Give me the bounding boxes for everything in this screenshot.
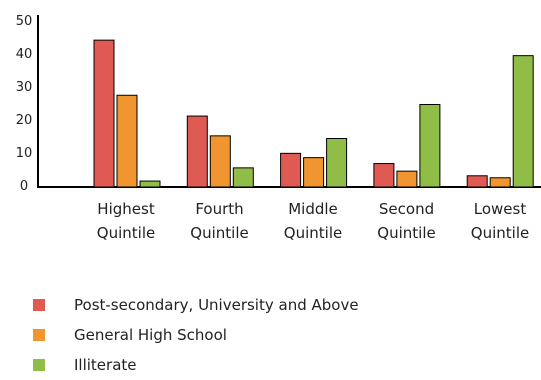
x-category-label: Quintile: [471, 224, 529, 242]
legend-label: Illiterate: [74, 356, 137, 374]
legend-swatch: [33, 359, 45, 371]
y-tick-label: 50: [16, 14, 33, 29]
bar: [93, 39, 115, 188]
x-category-label: Quintile: [377, 224, 435, 242]
bar: [419, 104, 441, 188]
y-tick-label: 0: [20, 179, 28, 194]
legend-swatch: [33, 299, 45, 311]
bar: [209, 135, 231, 188]
x-category-label: Quintile: [97, 224, 155, 242]
bar: [396, 170, 418, 188]
x-category-label: Quintile: [190, 224, 248, 242]
y-tick-label: 40: [16, 47, 33, 62]
legend-label: General High School: [74, 326, 227, 344]
bar: [186, 115, 208, 188]
bar: [489, 177, 511, 188]
bar: [466, 175, 488, 188]
bar: [232, 167, 254, 188]
y-tick-label: 10: [16, 146, 33, 161]
bar: [139, 180, 161, 188]
bar: [373, 163, 395, 188]
y-tick-label: 20: [16, 113, 33, 128]
legend: Post-secondary, University and Above Gene…: [33, 290, 359, 380]
bar-chart: 0 10 20 30 40 50 Highest Quintile Fourth Quintil…: [16, 14, 541, 242]
x-category-label: Quintile: [284, 224, 342, 242]
x-category-label: Fourth: [195, 200, 243, 218]
bar: [116, 94, 138, 188]
x-category-label: Highest: [97, 200, 155, 218]
x-category-label: Middle: [288, 200, 338, 218]
bar: [512, 55, 534, 188]
legend-swatch: [33, 329, 45, 341]
legend-item: General High School: [33, 320, 359, 350]
bar: [326, 137, 348, 188]
legend-label: Post-secondary, University and Above: [74, 296, 359, 314]
x-category-label: Lowest: [474, 200, 527, 218]
bar: [280, 152, 302, 188]
legend-item: Post-secondary, University and Above: [33, 290, 359, 320]
bar: [303, 157, 325, 188]
y-tick-label: 30: [16, 80, 33, 95]
x-category-label: Second: [379, 200, 434, 218]
legend-item: Illiterate: [33, 350, 359, 380]
